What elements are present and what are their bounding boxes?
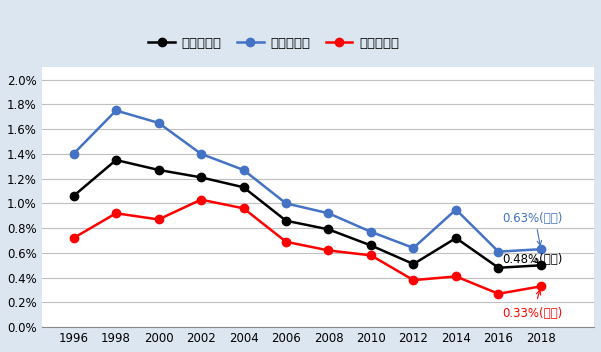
中学生全体 <box>495 266 502 270</box>
Line: 男子中学生: 男子中学生 <box>69 106 545 256</box>
中学生全体 <box>453 236 460 240</box>
中学生全体 <box>112 158 120 162</box>
男子中学生 <box>155 121 162 125</box>
男子中学生 <box>410 246 417 250</box>
中学生全体 <box>325 227 332 232</box>
女子中学生 <box>325 248 332 252</box>
Text: 0.33%(女子): 0.33%(女子) <box>502 307 563 320</box>
Line: 女子中学生: 女子中学生 <box>69 195 545 298</box>
女子中学生 <box>155 217 162 221</box>
Text: 0.63%(男子): 0.63%(男子) <box>502 212 563 225</box>
中学生全体 <box>70 194 77 198</box>
男子中学生 <box>495 250 502 254</box>
中学生全体 <box>155 168 162 172</box>
女子中学生 <box>240 206 247 210</box>
男子中学生 <box>70 152 77 156</box>
中学生全体 <box>240 185 247 189</box>
女子中学生 <box>537 284 545 288</box>
中学生全体 <box>367 243 374 247</box>
男子中学生 <box>282 201 290 206</box>
男子中学生 <box>240 168 247 172</box>
女子中学生 <box>197 197 204 202</box>
男子中学生 <box>325 211 332 215</box>
女子中学生 <box>495 292 502 296</box>
男子中学生 <box>112 108 120 113</box>
男子中学生 <box>197 152 204 156</box>
中学生全体 <box>282 219 290 223</box>
男子中学生 <box>537 247 545 251</box>
女子中学生 <box>112 211 120 215</box>
中学生全体 <box>197 175 204 180</box>
Legend: 中学生全体, 男子中学生, 女子中学生: 中学生全体, 男子中学生, 女子中学生 <box>143 32 404 55</box>
女子中学生 <box>410 278 417 282</box>
男子中学生 <box>367 230 374 234</box>
中学生全体 <box>537 263 545 268</box>
Text: 0.48%(全体): 0.48%(全体) <box>502 253 563 266</box>
Line: 中学生全体: 中学生全体 <box>69 156 545 272</box>
女子中学生 <box>367 253 374 257</box>
女子中学生 <box>453 274 460 278</box>
女子中学生 <box>282 240 290 244</box>
男子中学生 <box>453 207 460 212</box>
中学生全体 <box>410 262 417 266</box>
女子中学生 <box>70 236 77 240</box>
